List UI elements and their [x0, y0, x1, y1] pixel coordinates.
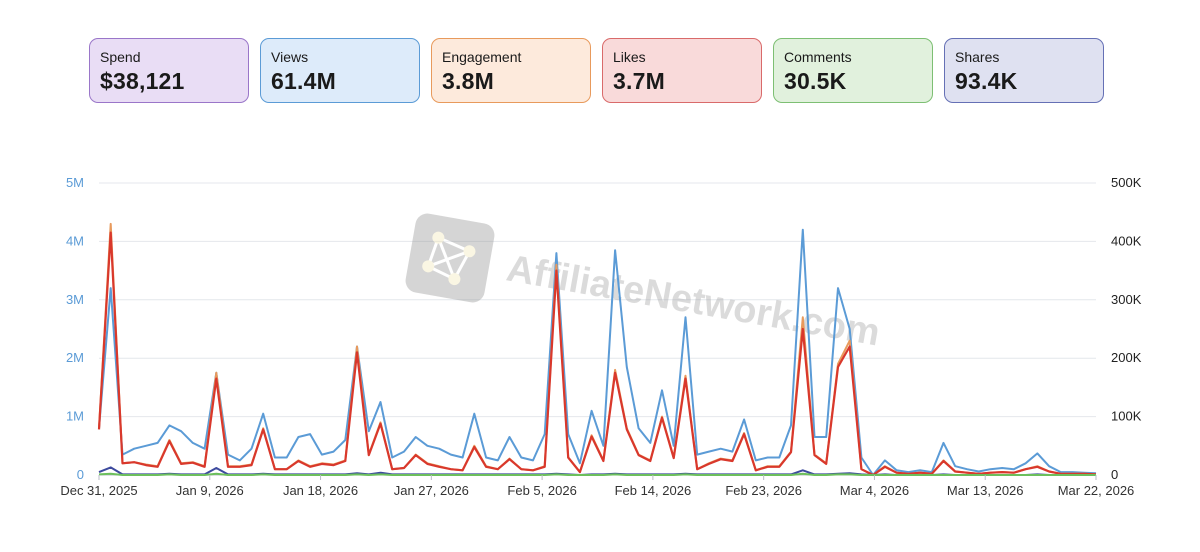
right-axis-tick-label: 200K [1111, 350, 1142, 365]
metric-value: 61.4M [271, 68, 336, 94]
x-axis-tick-label: Feb 5, 2026 [507, 483, 576, 498]
metric-card-engagement[interactable]: Engagement 3.8M [431, 38, 591, 103]
metric-label: Views [271, 49, 309, 65]
left-axis-tick-label: 4M [66, 233, 84, 248]
right-axis-tick-label: 0 [1111, 467, 1118, 482]
metric-value: $38,121 [100, 68, 185, 94]
metric-value: 3.8M [442, 68, 494, 94]
series-line-comments[interactable] [98, 472, 1096, 476]
metric-label: Engagement [442, 49, 522, 65]
series-line-likes[interactable] [97, 231, 1097, 477]
metric-label: Likes [613, 49, 646, 65]
series-line-shares[interactable] [98, 466, 1096, 476]
x-axis-tick-label: Jan 18, 2026 [283, 483, 358, 498]
metric-cards: Spend $38,121 Views 61.4M Engagement 3.8… [89, 38, 1107, 105]
x-axis-tick-label: Jan 27, 2026 [394, 483, 469, 498]
x-axis-tick-label: Dec 31, 2025 [60, 483, 137, 498]
right-axis-tick-label: 500K [1111, 175, 1142, 190]
metric-label: Comments [784, 49, 852, 65]
x-axis-tick-label: Jan 9, 2026 [176, 483, 244, 498]
watermark-logo-icon [405, 213, 495, 303]
right-axis-tick-label: 400K [1111, 233, 1142, 248]
line-chart: AffiliateNetwork.com 0 0 1M 100K 2M 200K 3M 300… [60, 175, 1141, 498]
metric-card-views[interactable]: Views 61.4M [260, 38, 420, 103]
x-axis-tick-label: Feb 14, 2026 [615, 483, 692, 498]
metric-label: Shares [955, 49, 1000, 65]
metric-card-shares[interactable]: Shares 93.4K [944, 38, 1104, 103]
metric-value: 30.5K [784, 68, 847, 94]
left-axis-tick-label: 3M [66, 292, 84, 307]
metric-card-spend[interactable]: Spend $38,121 [89, 38, 249, 103]
x-axis-tick-label: Mar 22, 2026 [1058, 483, 1135, 498]
series-lines [97, 222, 1097, 477]
series-line-engagement[interactable] [98, 222, 1097, 476]
left-axis-tick-label: 5M [66, 175, 84, 190]
axis-ticks: 0 0 1M 100K 2M 200K 3M 300K 4M 400K 5M 500K Dec 31, … [60, 175, 1141, 498]
right-axis-tick-label: 300K [1111, 292, 1142, 307]
metric-value: 3.7M [613, 68, 665, 94]
watermark: AffiliateNetwork.com [405, 213, 883, 354]
metric-label: Spend [100, 49, 141, 65]
x-axis-tick-label: Mar 13, 2026 [947, 483, 1024, 498]
series-line-views[interactable] [98, 228, 1097, 476]
left-axis-tick-label: 2M [66, 350, 84, 365]
right-axis-tick-label: 100K [1111, 409, 1142, 424]
metric-value: 93.4K [955, 68, 1018, 94]
x-axis-tick-label: Feb 23, 2026 [725, 483, 802, 498]
metric-card-comments[interactable]: Comments 30.5K [773, 38, 933, 103]
x-axis-tick-label: Mar 4, 2026 [840, 483, 909, 498]
metric-card-likes[interactable]: Likes 3.7M [602, 38, 762, 103]
left-axis-tick-label: 0 [77, 467, 84, 482]
left-axis-tick-label: 1M [66, 409, 84, 424]
